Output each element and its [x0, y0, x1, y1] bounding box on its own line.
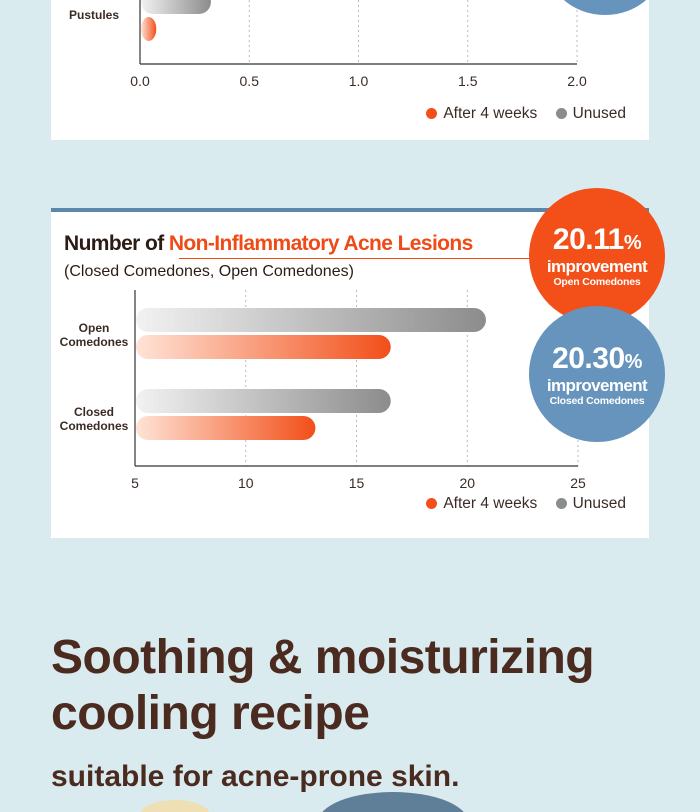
improvement-badge-closed-comedones: 20.30% improvement Closed Comedones — [529, 306, 665, 442]
non-inflammatory-chart: 5 10 15 20 25 — [131, 290, 586, 491]
x-tick-label: 5 — [131, 475, 139, 491]
chart-subtitle: (Closed Comedones, Open Comedones) — [64, 263, 354, 280]
legend-item-after: After 4 weeks — [426, 495, 537, 512]
pustules-chart: 0.0 0.5 1.0 1.5 2.0 — [130, 0, 587, 89]
x-tick-label: 25 — [570, 475, 586, 491]
improvement-badge-open-comedones: 20.11% improvement Open Comedones — [529, 188, 665, 324]
bar-unused — [136, 308, 486, 332]
badge-label: improvement — [546, 257, 648, 276]
chart-legend: After 4 weeks Unused — [412, 105, 626, 123]
headline-line-2: cooling recipe — [51, 687, 370, 740]
badge-percent: 20.11% — [552, 223, 642, 256]
bar-unused — [141, 0, 211, 14]
category-label-closed-comedones: Closed Comedones — [59, 405, 129, 433]
category-label-pustules: Pustules — [69, 8, 120, 22]
chart-title: Number of Non-Inflammatory Acne Lesions — [64, 232, 473, 255]
category-label-open-comedones: Open Comedones — [59, 321, 129, 349]
x-tick-label: 0.0 — [130, 73, 150, 89]
bar-after-4-weeks — [141, 17, 157, 41]
bar-unused — [136, 389, 391, 413]
legend-swatch-unused — [555, 498, 567, 509]
subheadline: suitable for acne-prone skin. — [51, 760, 460, 793]
x-tick-label: 10 — [238, 475, 254, 491]
x-tick-label: 0.5 — [240, 73, 260, 89]
legend-swatch-after — [426, 108, 438, 119]
legend-item-after: After 4 weeks — [426, 105, 537, 122]
product-jar-image — [318, 792, 468, 812]
headline-line-1: Soothing & moisturizing — [51, 631, 595, 684]
bar-after-4-weeks — [136, 416, 316, 440]
pustules-chart-card: 0.0 0.5 1.0 1.5 2.0 Pustules After 4 weeks U… — [51, 0, 649, 140]
legend-swatch-unused — [555, 108, 567, 119]
legend-item-unused: Unused — [555, 495, 626, 512]
x-tick-label: 2.0 — [567, 73, 587, 89]
chart-legend: After 4 weeks Unused — [412, 495, 626, 513]
headline: Soothing & moisturizing cooling recipe — [51, 630, 595, 742]
x-tick-label: 1.5 — [458, 73, 478, 89]
x-tick-label: 1.0 — [349, 73, 369, 89]
legend-item-unused: Unused — [555, 105, 626, 122]
cream-swirl-image — [140, 800, 210, 812]
x-tick-label: 20 — [459, 475, 475, 491]
title-underline — [179, 258, 531, 259]
legend-swatch-after — [426, 498, 438, 509]
bar-after-4-weeks — [136, 335, 391, 359]
badge-percent: 20.30% — [552, 342, 642, 375]
x-tick-label: 15 — [349, 475, 365, 491]
badge-label: improvement — [546, 376, 648, 395]
badge-sub: Closed Comedones — [549, 395, 645, 407]
badge-sub: Open Comedones — [553, 276, 641, 288]
